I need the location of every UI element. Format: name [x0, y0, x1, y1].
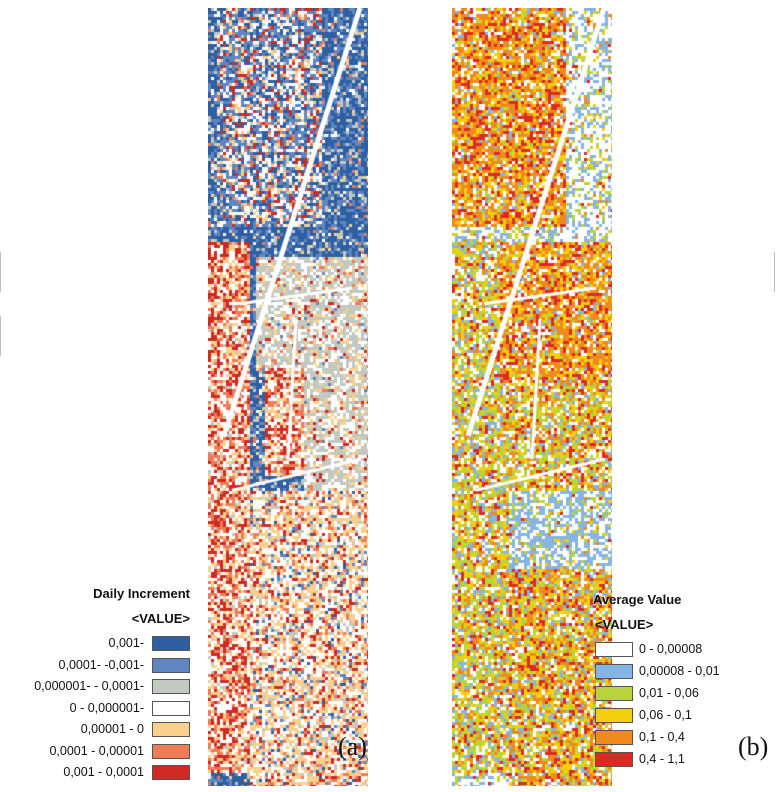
legend-swatch [595, 752, 633, 767]
legend-label: 0,01 - 0,06 [639, 686, 699, 700]
legend-label: 0,1 - 0,4 [639, 730, 685, 744]
legend-swatch [595, 642, 633, 657]
legend-label: 0,001 - 0,0001 [63, 765, 144, 779]
legend-swatch [595, 664, 633, 679]
edge-mark-left [0, 252, 1, 292]
legend-label: 0 - 0,000001- [69, 700, 144, 715]
legend-item: 0,01 - 0,06 [595, 686, 755, 702]
legend-title: Average Value [593, 592, 682, 607]
legend-label: 0,06 - 0,1 [639, 708, 692, 722]
legend-subtitle: <VALUE> [595, 617, 654, 632]
panel-caption-b: (b) [738, 732, 769, 761]
legend-item: 0,4 - 1,1 [595, 752, 755, 768]
legend-label: 0,0001- -0,001- [58, 657, 144, 672]
legend-item: 0,0001- -0,001- [0, 657, 190, 674]
legend-label: 0,00001 - 0 [80, 722, 144, 736]
legend-swatch [152, 679, 190, 694]
panel-caption-a: (a) [338, 732, 367, 761]
legend-item: 0,001 - 0,0001 [0, 765, 190, 781]
legend-label: 0,4 - 1,1 [639, 752, 685, 766]
legend-item: 0,00001 - 0 [0, 722, 190, 738]
legend-daily-increment: Daily Increment <VALUE> 0,001- 0,0001- -0… [0, 586, 200, 786]
legend-item: 0,0001 - 0,00001 [0, 743, 190, 760]
legend-swatch [152, 722, 190, 737]
legend-average-value: Average Value <VALUE> 0 - 0,00008 0,00008… [593, 590, 753, 786]
edge-mark-right [774, 252, 775, 292]
legend-label: 0,0001 - 0,00001 [49, 743, 144, 758]
legend-item: 0 - 0,00008 [595, 642, 755, 658]
legend-subtitle: <VALUE> [131, 611, 190, 626]
legend-item: 0,00008 - 0,01 [595, 664, 755, 680]
legend-swatch [595, 730, 633, 745]
legend-label: 0,00008 - 0,01 [639, 664, 720, 678]
legend-swatch [152, 765, 190, 780]
legend-swatch [152, 743, 190, 759]
edge-mark-left-2 [0, 316, 1, 356]
legend-item: 0,1 - 0,4 [595, 730, 755, 746]
raster-map-daily-increment [208, 8, 368, 786]
legend-swatch [595, 686, 633, 701]
legend-item: 0,001- [0, 636, 190, 652]
legend-label: 0 - 0,00008 [639, 642, 703, 656]
legend-title: Daily Increment [93, 586, 190, 601]
legend-swatch [152, 636, 190, 651]
raster-map-average-value [452, 8, 612, 786]
legend-swatch [595, 708, 633, 723]
legend-swatch [152, 700, 190, 716]
legend-item: 0,000001- - 0,0001- [0, 679, 190, 695]
legend-label: 0,000001- - 0,0001- [34, 679, 144, 693]
legend-label: 0,001- [108, 636, 144, 650]
legend-swatch [152, 657, 190, 673]
legend-item: 0,06 - 0,1 [595, 708, 755, 724]
legend-item: 0 - 0,000001- [0, 700, 190, 717]
